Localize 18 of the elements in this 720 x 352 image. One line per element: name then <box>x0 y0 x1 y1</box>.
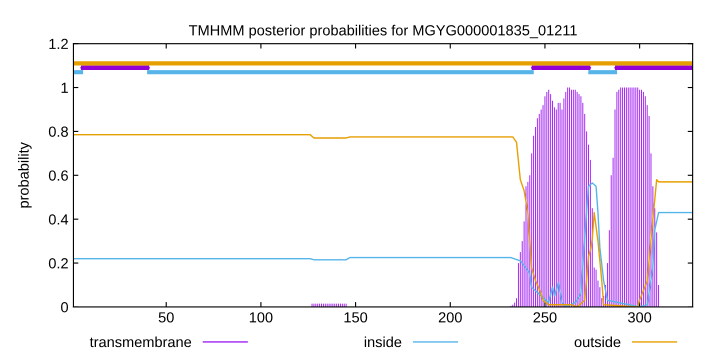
y-tick-label: 1.2 <box>49 38 68 49</box>
x-tick-label: 200 <box>438 312 462 323</box>
x-tick-label: 300 <box>628 312 652 323</box>
legend-label: outside <box>574 336 620 348</box>
x-tick-label: 250 <box>534 312 557 323</box>
y-axis-title: probability <box>18 142 32 208</box>
x-tick-label: 100 <box>250 312 272 323</box>
y-tick-label: 0 <box>61 302 68 312</box>
x-tick-label: 150 <box>344 312 368 323</box>
legend-label: inside <box>364 336 402 348</box>
y-tick-label: 0.6 <box>48 170 68 181</box>
y-tick-label: 0.2 <box>48 258 68 268</box>
chart-title: TMHMM posterior probabilities for MGYG000001835_01211 <box>188 24 577 38</box>
y-tick-label: 0.8 <box>48 126 68 137</box>
y-tick-label: 1 <box>62 82 68 93</box>
y-tick-label: 0.4 <box>48 214 68 225</box>
x-tick-label: 50 <box>158 312 174 323</box>
legend-label: transmembrane <box>90 336 192 348</box>
